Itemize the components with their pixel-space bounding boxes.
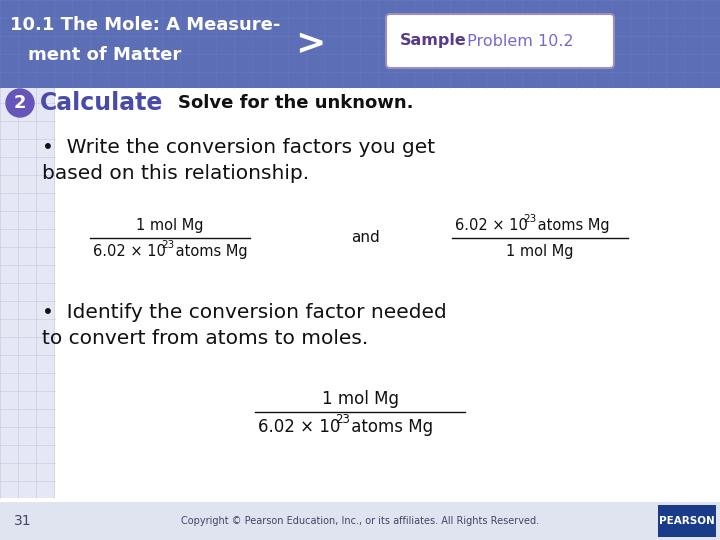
Text: Sample: Sample (400, 33, 467, 49)
Text: to convert from atoms to moles.: to convert from atoms to moles. (42, 329, 368, 348)
Text: 23: 23 (161, 240, 174, 250)
Text: atoms Mg: atoms Mg (171, 244, 248, 259)
Text: atoms Mg: atoms Mg (346, 418, 433, 436)
Text: 1 mol Mg: 1 mol Mg (136, 218, 204, 233)
Bar (0, 85, 55, 498)
Text: 23: 23 (335, 413, 350, 426)
Text: >: > (294, 27, 325, 61)
Circle shape (6, 89, 34, 117)
Text: 10.1 The Mole: A Measure-: 10.1 The Mole: A Measure- (10, 16, 280, 34)
Text: based on this relationship.: based on this relationship. (42, 164, 309, 183)
Text: Solve for the unknown.: Solve for the unknown. (178, 94, 413, 112)
Text: 2: 2 (14, 94, 26, 112)
FancyBboxPatch shape (386, 14, 614, 68)
Text: 6.02 × 10: 6.02 × 10 (93, 244, 166, 259)
Text: ment of Matter: ment of Matter (28, 46, 181, 64)
Text: •  Write the conversion factors you get: • Write the conversion factors you get (42, 138, 435, 157)
Text: 31: 31 (14, 514, 32, 528)
Text: 1 mol Mg: 1 mol Mg (322, 390, 398, 408)
Text: 6.02 × 10: 6.02 × 10 (455, 218, 528, 233)
Text: Calculate: Calculate (40, 91, 163, 115)
Text: 6.02 × 10: 6.02 × 10 (258, 418, 341, 436)
Text: 23: 23 (523, 214, 536, 224)
Text: Copyright © Pearson Education, Inc., or its affiliates. All Rights Reserved.: Copyright © Pearson Education, Inc., or … (181, 516, 539, 526)
Bar (658, 505, 716, 537)
Text: •  Identify the conversion factor needed: • Identify the conversion factor needed (42, 303, 446, 322)
Bar (0, 0, 720, 88)
Text: Problem 10.2: Problem 10.2 (462, 33, 574, 49)
Text: PEARSON: PEARSON (659, 516, 715, 526)
Bar (0, 502, 720, 540)
Text: atoms Mg: atoms Mg (533, 218, 610, 233)
Text: 1 mol Mg: 1 mol Mg (506, 244, 574, 259)
Text: and: and (351, 231, 379, 246)
